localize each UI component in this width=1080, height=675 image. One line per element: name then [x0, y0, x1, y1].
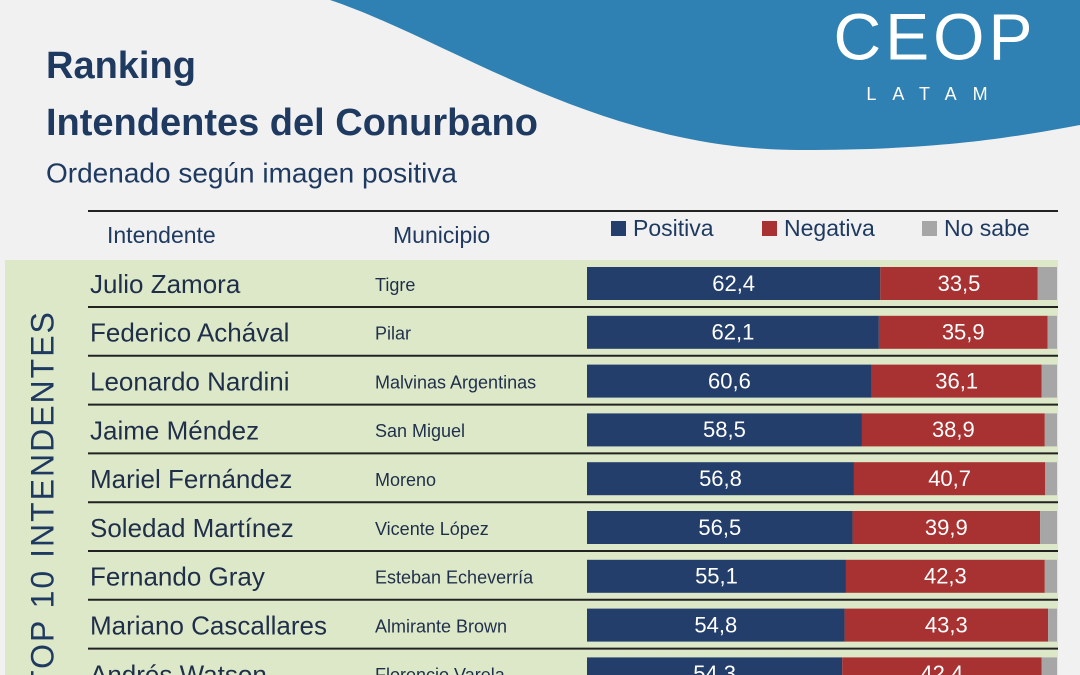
bar-segment — [587, 608, 845, 642]
value-label: 38,9 — [932, 417, 975, 442]
bar-segment — [880, 267, 1038, 300]
bar-segment — [1040, 511, 1057, 544]
value-label: 43,3 — [925, 612, 968, 637]
brand-logo: CEOP — [833, 0, 1036, 73]
column-header: Intendente — [107, 222, 216, 248]
title: Ranking — [46, 45, 196, 87]
column-header: Municipio — [393, 222, 490, 248]
value-label: 56,5 — [698, 515, 741, 540]
intendente-name: Fernando Gray — [90, 562, 265, 592]
value-label: 54,3 — [693, 661, 736, 675]
value-label: 42,3 — [924, 564, 967, 589]
bar-segment — [1044, 559, 1057, 593]
bar-segment — [587, 413, 862, 447]
intendente-name: Jaime Méndez — [90, 415, 259, 445]
legend-swatch — [611, 221, 626, 236]
group-label: TOP 10 INTENDENTES — [24, 310, 60, 675]
bar-segment — [587, 315, 879, 349]
bar-segment — [871, 364, 1042, 398]
subtitle: Ordenado según imagen positiva — [46, 157, 457, 188]
value-label: 42,4 — [920, 661, 963, 675]
value-label: 39,9 — [925, 515, 968, 540]
value-label: 62,1 — [712, 320, 755, 345]
bar-segment — [853, 462, 1046, 496]
municipio: Tigre — [375, 275, 415, 295]
bar-segment — [1044, 413, 1057, 447]
bar-segment — [587, 511, 853, 544]
municipio: Almirante Brown — [375, 616, 507, 636]
intendente-name: Soledad Martínez — [90, 513, 294, 543]
bar-segment — [861, 413, 1045, 447]
value-label: 56,8 — [699, 466, 742, 491]
title-line-2: Intendentes del Conurbano — [46, 102, 538, 144]
bar-segment — [587, 559, 846, 593]
intendente-name: Federico Achával — [90, 318, 289, 348]
municipio: Vicente López — [375, 519, 489, 539]
municipio: San Miguel — [375, 421, 465, 441]
municipio: Florencio Varela — [375, 665, 506, 675]
intendente-name: Julio Zamora — [90, 269, 241, 299]
value-label: 58,5 — [703, 417, 746, 442]
municipio: Moreno — [375, 470, 436, 490]
legend-label: Positiva — [633, 215, 714, 241]
bar-segment — [1048, 608, 1057, 642]
value-label: 60,6 — [708, 368, 751, 393]
municipio: Pilar — [375, 324, 411, 344]
intendente-name: Andrés Watson — [90, 659, 267, 675]
value-label: 62,4 — [712, 271, 755, 296]
municipio: Esteban Echeverría — [375, 568, 534, 588]
value-label: 54,8 — [694, 612, 737, 637]
legend-swatch — [762, 221, 777, 236]
bar-segment — [1037, 267, 1057, 300]
legend-label: Negativa — [784, 215, 875, 241]
value-label: 35,9 — [942, 320, 985, 345]
intendente-name: Mariano Cascallares — [90, 610, 327, 640]
bar-segment — [845, 559, 1045, 593]
legend-label: No sabe — [944, 215, 1030, 241]
bar-segment — [587, 364, 872, 398]
bar-segment — [852, 511, 1041, 544]
value-label: 55,1 — [695, 564, 738, 589]
bar-segment — [1047, 315, 1057, 349]
bar-segment — [878, 315, 1048, 349]
intendente-name: Mariel Fernández — [90, 464, 292, 494]
value-label: 40,7 — [928, 466, 971, 491]
bar-segment — [1045, 462, 1057, 496]
bar-segment — [1041, 364, 1057, 398]
bar-segment — [587, 462, 854, 496]
bar-segment — [587, 657, 843, 675]
brand-sub: LATAM — [866, 84, 1003, 104]
header-wave — [330, 0, 1080, 150]
value-label: 36,1 — [935, 368, 978, 393]
intendente-name: Leonardo Nardini — [90, 366, 289, 396]
value-label: 33,5 — [938, 271, 981, 296]
bar-segment — [844, 608, 1049, 642]
municipio: Malvinas Argentinas — [375, 372, 536, 392]
legend-swatch — [922, 221, 937, 236]
bar-segment — [587, 267, 881, 300]
bar-segment — [1041, 657, 1057, 675]
bar-segment — [842, 657, 1042, 675]
